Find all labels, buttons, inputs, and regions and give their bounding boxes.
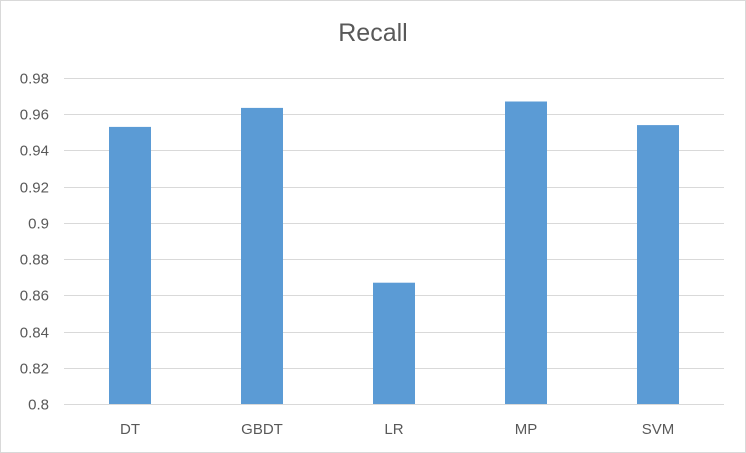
bar-svm bbox=[637, 125, 679, 404]
bar-dt bbox=[109, 126, 151, 405]
x-tick-label-lr: LR bbox=[384, 421, 403, 438]
y-tick-label: 0.84 bbox=[20, 325, 49, 342]
y-tick-label: 0.86 bbox=[20, 288, 49, 305]
chart-title: Recall bbox=[338, 19, 408, 47]
bar-lr bbox=[373, 282, 415, 404]
y-tick-label: 0.96 bbox=[20, 107, 49, 124]
y-tick-label: 0.88 bbox=[20, 252, 49, 269]
y-tick-label: 0.82 bbox=[20, 361, 49, 378]
x-tick-label-gbdt: GBDT bbox=[241, 421, 283, 438]
bar-mp bbox=[505, 101, 547, 404]
x-tick-label-svm: SVM bbox=[642, 421, 675, 438]
y-tick-label: 0.8 bbox=[28, 397, 49, 414]
bar-gbdt bbox=[241, 107, 283, 405]
y-tick-label: 0.94 bbox=[20, 143, 49, 160]
y-tick-label: 0.9 bbox=[28, 216, 49, 233]
y-tick-label: 0.98 bbox=[20, 71, 49, 88]
x-tick-label-dt: DT bbox=[120, 421, 140, 438]
x-tick-label-mp: MP bbox=[515, 421, 538, 438]
y-tick-label: 0.92 bbox=[20, 180, 49, 197]
